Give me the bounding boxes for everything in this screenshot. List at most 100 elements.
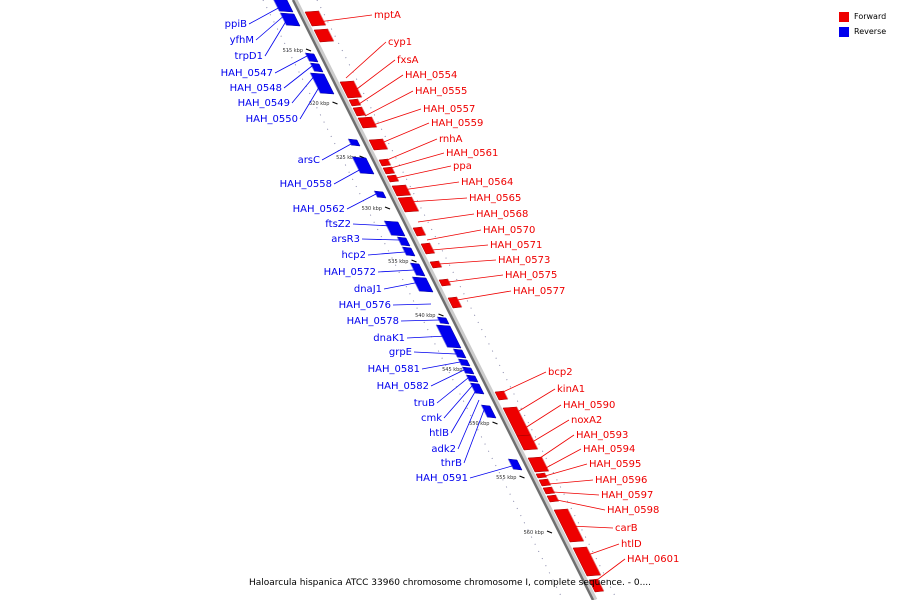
- reverse-gene-label: arsC: [298, 155, 320, 166]
- reverse-gene-label: HAH_0558: [280, 179, 332, 190]
- forward-gene-label: HAH_0570: [483, 225, 535, 236]
- forward-gene-label: HAH_0564: [461, 177, 513, 188]
- reverse-gene-label: HAH_0562: [293, 204, 345, 215]
- reverse-leader-line: [333, 167, 364, 185]
- gene-labels: mptA cyp1 fxsA HAH_0554 HAH_0555 HAH_0557 HAH_…: [221, 10, 680, 565]
- reverse-leader-line: [421, 361, 461, 370]
- reverse-gene-label: cmk: [421, 413, 442, 424]
- reverse-leader-line: [377, 269, 415, 273]
- label-leader-lines: [248, 5, 626, 581]
- reverse-leader-line: [346, 193, 377, 210]
- feature-highlight: [304, 52, 310, 62]
- reverse-gene-label: dnaJ1: [354, 284, 382, 295]
- forward-leader-line: [407, 197, 468, 203]
- forward-gene-label: HAH_0568: [476, 209, 528, 220]
- legend-reverse: Reverse: [839, 24, 886, 39]
- reverse-gene-label: arsR3: [331, 234, 360, 245]
- forward-gene-label: HAH_0554: [405, 70, 457, 81]
- reverse-gene-feature: [507, 458, 523, 471]
- reverse-gene-label: thrB: [441, 458, 462, 469]
- feature-highlight: [503, 390, 509, 400]
- reverse-leader-line: [274, 55, 308, 74]
- feature-highlight: [469, 382, 476, 394]
- tick-label: 540 kbp: [415, 313, 435, 319]
- dot-track-reverse: [262, 0, 564, 600]
- forward-leader-line: [358, 74, 404, 105]
- feature-highlight: [387, 158, 392, 166]
- forward-leader-line: [596, 558, 626, 581]
- tick-mark: [438, 313, 444, 317]
- feature-highlight: [401, 246, 407, 256]
- reverse-gene-label: ftsZ2: [325, 219, 351, 230]
- forward-leader-line: [536, 434, 575, 461]
- reverse-leader-line: [436, 377, 469, 404]
- feature-highlight: [421, 226, 427, 236]
- forward-leader-line: [364, 90, 414, 117]
- tick-label: 560 kbp: [524, 530, 544, 536]
- tick-mark: [332, 101, 338, 105]
- forward-leader-line: [447, 274, 504, 283]
- reverse-gene-feature: [351, 156, 375, 175]
- forward-leader-line: [548, 479, 594, 485]
- reverse-gene-feature: [469, 382, 485, 395]
- reverse-leader-line: [321, 143, 352, 161]
- forward-gene-label: bcp2: [548, 367, 573, 378]
- forward-gene-label: noxA2: [571, 415, 602, 426]
- gene-features: [272, 0, 605, 593]
- reverse-leader-line: [361, 238, 400, 241]
- legend-reverse-label: Reverse: [854, 27, 887, 36]
- feature-highlight: [382, 138, 389, 150]
- tick-mark: [519, 475, 525, 479]
- reverse-gene-label: HAH_0547: [221, 68, 273, 79]
- reverse-leader-line: [450, 391, 476, 434]
- forward-gene-label: ppa: [453, 161, 472, 172]
- reverse-leader-line: [463, 409, 485, 464]
- forward-leader-line: [352, 59, 396, 93]
- reverse-leader-line: [413, 351, 457, 355]
- feature-highlight: [272, 0, 280, 12]
- reverse-gene-label: hcp2: [341, 250, 366, 261]
- forward-leader-line: [569, 525, 614, 529]
- forward-gene-label: cyp1: [388, 37, 412, 48]
- forward-leader-line: [552, 491, 600, 496]
- feature-highlight: [429, 242, 436, 254]
- forward-leader-line: [417, 213, 475, 223]
- forward-leader-line: [431, 244, 489, 251]
- forward-leader-line: [386, 138, 438, 161]
- forward-gene-label: HAH_0565: [469, 193, 521, 204]
- reverse-leader-line: [283, 65, 313, 89]
- reverse-leader-line: [383, 281, 421, 290]
- forward-gene-label: HAH_0577: [513, 286, 565, 297]
- forward-leader-line: [317, 14, 373, 23]
- forward-gene-label: HAH_0590: [563, 400, 615, 411]
- forward-leader-line: [544, 463, 588, 477]
- forward-gene-label: HAH_0573: [498, 255, 550, 266]
- feature-highlight: [309, 72, 321, 94]
- forward-gene-label: fxsA: [397, 55, 419, 66]
- reverse-gene-feature: [411, 276, 434, 293]
- sequence-backbone: [291, 0, 598, 600]
- reverse-gene-feature: [409, 262, 426, 277]
- feature-highlight: [452, 348, 458, 358]
- tick-label: 515 kbp: [283, 48, 303, 54]
- reverse-gene-label: adk2: [431, 444, 456, 455]
- forward-gene-label: HAH_0557: [423, 104, 475, 115]
- reverse-leader-line: [248, 5, 283, 25]
- reverse-leader-line: [255, 13, 287, 41]
- feature-highlight: [567, 508, 585, 542]
- reverse-gene-label: grpE: [389, 347, 412, 358]
- reverse-gene-label: truB: [414, 398, 435, 409]
- legend: Forward Reverse: [839, 9, 886, 39]
- forward-leader-line: [390, 152, 445, 169]
- tick-label: 555 kbp: [496, 475, 516, 481]
- reverse-leader-line: [406, 335, 448, 339]
- reverse-leader-line: [367, 251, 406, 256]
- reverse-gene-label: HAH_0572: [324, 267, 376, 278]
- forward-leader-line: [528, 419, 570, 445]
- feature-highlight: [327, 28, 335, 42]
- forward-gene-label: kinA1: [557, 384, 585, 395]
- feature-highlight: [530, 434, 539, 450]
- reverse-leader-line: [264, 17, 289, 57]
- reverse-leader-line: [430, 369, 465, 387]
- legend-forward-swatch: [839, 11, 849, 22]
